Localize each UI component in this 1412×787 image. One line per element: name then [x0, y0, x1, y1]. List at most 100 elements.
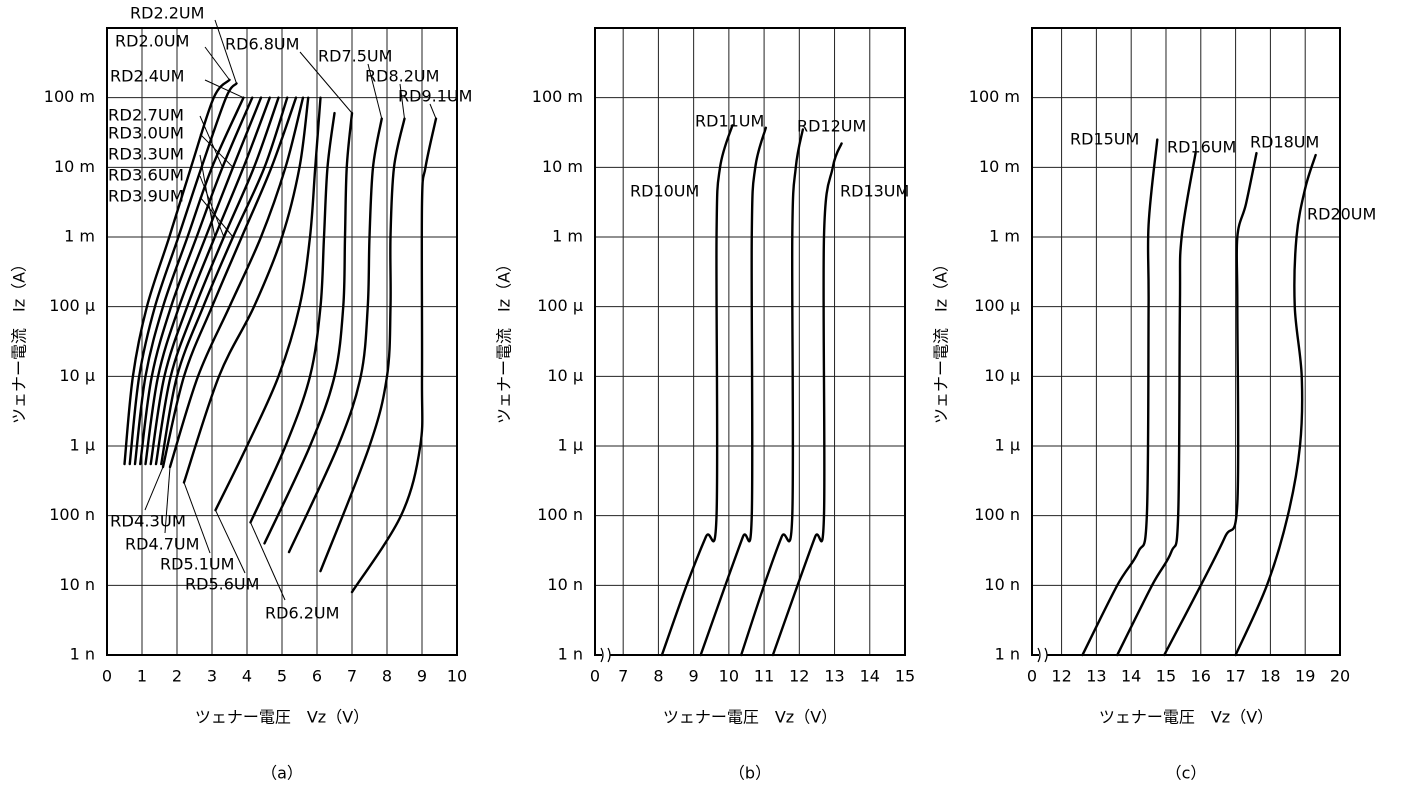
leader-line: [164, 466, 171, 534]
x-origin-label: 0: [1027, 667, 1037, 686]
leader-line: [183, 482, 211, 554]
leader-line: [204, 79, 244, 99]
x-origin-label: 0: [590, 667, 600, 686]
leader-line: [399, 83, 405, 119]
leader-line: [367, 63, 383, 119]
y-tick-label: 100 m: [44, 87, 95, 106]
zener-curve: [161, 96, 298, 469]
x-axis-label: ツェナー電圧 Vz（V）: [195, 708, 369, 727]
zener-curve: [249, 111, 336, 524]
y-tick-label: 100 m: [969, 87, 1020, 106]
leader-line: [199, 133, 234, 168]
y-tick-label: 10 n: [547, 575, 583, 594]
series-label: RD2.7UM: [108, 106, 184, 125]
y-tick-label: 100 m: [532, 87, 583, 106]
y-axis-label: ツェナー電流 Iz（A）: [932, 256, 951, 424]
series-label: RD3.6UM: [108, 166, 184, 185]
leader-line: [199, 115, 223, 168]
y-tick-label: 1 n: [995, 645, 1020, 664]
y-tick-label: 1 m: [552, 227, 583, 246]
series-label: RD7.5UM: [318, 47, 392, 66]
zener-curve: [287, 117, 383, 554]
series-label: RD6.2UM: [265, 604, 339, 623]
x-tick-label: 13: [824, 667, 844, 686]
y-tick-label: 100 μ: [537, 296, 583, 315]
x-tick-label: 11: [754, 667, 774, 686]
y-tick-label: 10 m: [979, 157, 1020, 176]
axis-break-gap: [602, 649, 610, 661]
leader-line: [199, 175, 225, 238]
x-tick-label: 19: [1295, 667, 1315, 686]
series-label: RD5.6UM: [185, 575, 259, 594]
y-tick-label: 100 μ: [974, 296, 1020, 315]
y-tick-label: 100 n: [537, 505, 583, 524]
y-tick-label: 10 μ: [59, 366, 95, 385]
zener-curve: [350, 117, 438, 594]
x-tick-label: 6: [312, 667, 322, 686]
y-tick-label: 1 m: [64, 227, 95, 246]
y-axis-label: ツェナー電流 Iz（A）: [495, 256, 514, 424]
series-label: RD20UM: [1307, 205, 1376, 224]
axis-break: [600, 647, 611, 663]
y-tick-label: 10 m: [542, 157, 583, 176]
plot-frame: [1031, 27, 1341, 656]
chart: 12 13 14 15 16 17 18 19 20 1 n 10 n 100 n 1 μ 10 μ 100…: [932, 27, 1376, 783]
series-label: RD8.2UM: [365, 67, 439, 86]
leader-line: [299, 51, 353, 114]
leader-line: [204, 46, 230, 81]
x-tick-label: 20: [1330, 667, 1350, 686]
leader-line: [144, 466, 164, 511]
x-tick-label: 14: [1121, 667, 1141, 686]
x-tick-label: 0: [102, 667, 112, 686]
series-label: RD2.0UM: [115, 32, 189, 51]
zener-curve: [699, 126, 768, 657]
x-tick-label: 15: [1156, 667, 1176, 686]
x-tick-label: 12: [1051, 667, 1071, 686]
axis-break-gap: [1039, 649, 1047, 661]
zener-curve: [128, 82, 238, 466]
series-label: RD3.9UM: [108, 187, 184, 206]
x-tick-label: 14: [860, 667, 880, 686]
leader-line: [429, 103, 437, 119]
series-label: RD9.1UM: [398, 87, 472, 106]
zener-curve: [154, 96, 280, 466]
x-tick-label: 9: [417, 667, 427, 686]
y-tick-label: 1 μ: [70, 436, 95, 455]
chart: 7 8 9 10 11 12 13 14 15 1 n 10 n 100 n 1 μ 10 μ 100 μ 1…: [495, 27, 915, 783]
x-tick-label: 9: [689, 667, 699, 686]
x-tick-label: 17: [1225, 667, 1245, 686]
zener-curve: [144, 96, 263, 466]
zener-curve: [771, 142, 843, 657]
x-tick-label: 3: [207, 667, 217, 686]
zener-curve: [1116, 151, 1197, 657]
series-label: RD15UM: [1070, 130, 1139, 149]
series-label: RD5.1UM: [160, 555, 234, 574]
x-tick-label: 4: [242, 667, 252, 686]
leader-line: [199, 196, 234, 238]
y-tick-label: 1 μ: [558, 436, 583, 455]
y-tick-label: 10 μ: [547, 366, 583, 385]
x-tick-label: 16: [1191, 667, 1211, 686]
y-axis-label: ツェナー電流 Iz（A）: [10, 256, 29, 424]
x-tick-label: 1: [137, 667, 147, 686]
leader-line: [215, 509, 246, 574]
series-label: RD10UM: [630, 182, 699, 201]
zener-curve: [149, 96, 271, 466]
y-tick-label: 1 m: [989, 227, 1020, 246]
y-tick-label: 1 n: [70, 645, 95, 664]
x-tick-label: 8: [653, 667, 663, 686]
series-label: RD12UM: [797, 117, 866, 136]
leader-line: [250, 522, 286, 601]
zener-curve: [160, 96, 289, 466]
x-tick-label: 12: [789, 667, 809, 686]
series-label: RD3.3UM: [108, 145, 184, 164]
caption: （b）: [729, 764, 771, 783]
caption: （a）: [261, 764, 303, 783]
x-tick-label: 7: [618, 667, 628, 686]
x-tick-label: 7: [347, 667, 357, 686]
zener-curve: [1163, 151, 1258, 657]
y-tick-label: 1 n: [558, 645, 583, 664]
x-tick-label: 10: [447, 667, 467, 686]
series-label: RD13UM: [840, 182, 909, 201]
